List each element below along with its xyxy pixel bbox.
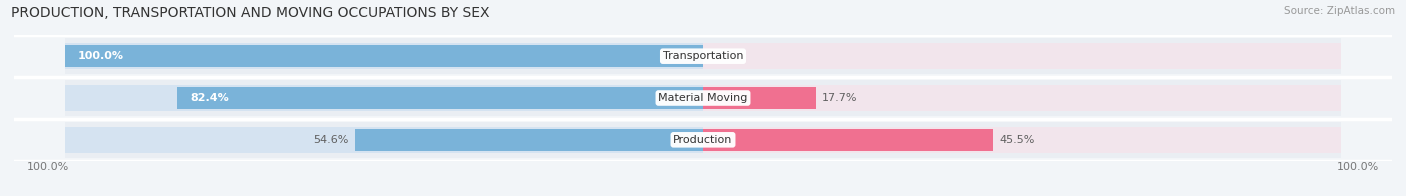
Bar [703,127,1341,153]
Text: Transportation: Transportation [662,51,744,61]
Text: 54.6%: 54.6% [314,135,349,145]
Bar [177,87,703,109]
Text: 0.0%: 0.0% [710,51,738,61]
Bar [65,43,703,69]
Bar [703,85,1341,111]
Bar [354,129,703,151]
Text: 17.7%: 17.7% [823,93,858,103]
Bar [65,85,703,111]
Text: 100.0%: 100.0% [77,51,124,61]
Text: 82.4%: 82.4% [190,93,229,103]
Text: Source: ZipAtlas.com: Source: ZipAtlas.com [1284,6,1395,16]
Text: Material Moving: Material Moving [658,93,748,103]
Text: PRODUCTION, TRANSPORTATION AND MOVING OCCUPATIONS BY SEX: PRODUCTION, TRANSPORTATION AND MOVING OC… [11,6,489,20]
Bar [703,43,1341,69]
Bar [703,87,815,109]
Bar [65,45,703,67]
Bar [703,129,993,151]
Text: Production: Production [673,135,733,145]
Bar [65,122,1341,158]
Text: 100.0%: 100.0% [1337,162,1379,172]
Bar [65,38,1341,74]
Text: 100.0%: 100.0% [27,162,69,172]
Text: 45.5%: 45.5% [1000,135,1035,145]
Bar [65,80,1341,116]
Bar [65,127,703,153]
